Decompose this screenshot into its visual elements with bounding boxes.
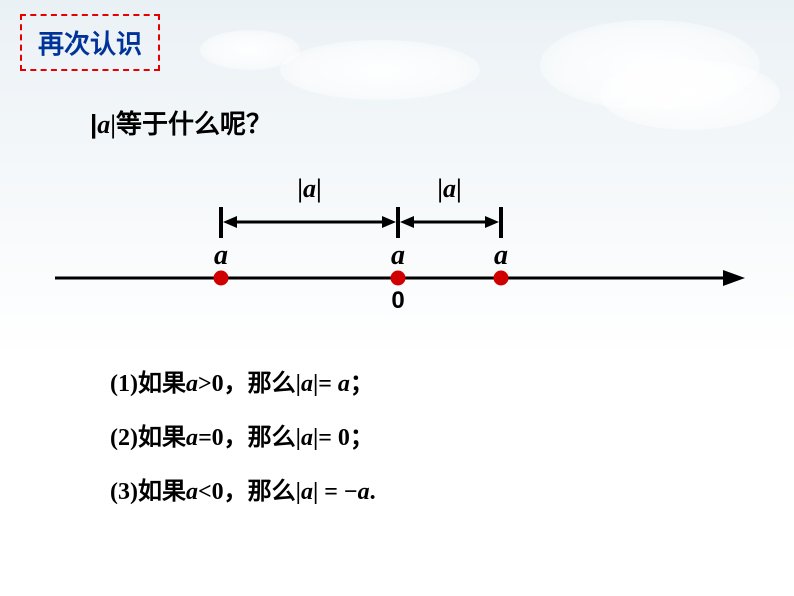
header-box: 再次认识 [20,14,160,71]
svg-text:|a|: |a| [297,174,321,203]
diagram-svg: a a a 0 |a| |a| [55,170,745,335]
cloud [540,20,760,110]
question-text: |a|等于什么呢？ [90,104,272,141]
cloud [280,40,480,100]
rule-3: (3)如果a<0，那么|a| = −a. [110,468,376,516]
rule-1: (1)如果a>0，那么|a|= a； [110,360,376,408]
svg-text:|a|: |a| [437,174,461,203]
svg-text:a: a [214,240,228,271]
number-line-diagram: a a a 0 |a| |a| [55,170,745,335]
rule-2: (2)如果a=0，那么|a|= 0； [110,414,376,462]
svg-text:a: a [391,240,405,271]
rules-list: (1)如果a>0，那么|a|= a； (2)如果a=0，那么|a|= 0； (3… [110,360,376,522]
svg-text:a: a [494,240,508,271]
svg-text:0: 0 [391,287,404,314]
header-text: 再次认识 [38,30,142,59]
